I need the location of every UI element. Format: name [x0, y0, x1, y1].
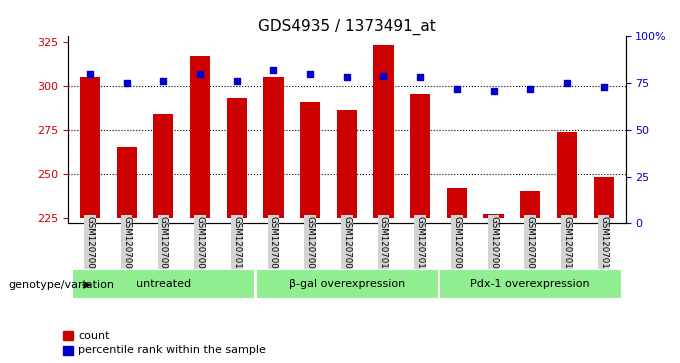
Text: GSM1207009: GSM1207009 — [196, 216, 205, 274]
Bar — [190, 56, 210, 218]
Point — [452, 86, 462, 91]
Text: GSM1207002: GSM1207002 — [452, 216, 461, 274]
Bar — [594, 178, 613, 218]
Text: GSM1207014: GSM1207014 — [599, 216, 608, 274]
Text: GSM1207008: GSM1207008 — [526, 216, 534, 274]
Point — [378, 73, 389, 78]
Text: GSM1207011: GSM1207011 — [562, 216, 571, 274]
Text: GSM1207010: GSM1207010 — [379, 216, 388, 274]
Point — [525, 86, 536, 91]
Bar — [63, 331, 73, 340]
Text: GSM1207006: GSM1207006 — [159, 216, 168, 274]
Bar — [373, 45, 394, 218]
Bar — [63, 346, 73, 355]
Point — [231, 78, 242, 84]
Text: genotype/variation: genotype/variation — [8, 280, 114, 290]
Text: GSM1207007: GSM1207007 — [342, 216, 352, 274]
Point — [121, 80, 132, 86]
Text: GSM1207004: GSM1207004 — [305, 216, 315, 274]
Bar — [337, 110, 357, 218]
Bar — [557, 131, 577, 218]
Bar — [226, 98, 247, 218]
Bar — [447, 188, 467, 218]
Point — [305, 71, 316, 77]
Bar — [72, 269, 254, 298]
Bar — [410, 94, 430, 218]
Text: Pdx-1 overexpression: Pdx-1 overexpression — [471, 278, 590, 289]
Point — [488, 87, 499, 93]
Text: percentile rank within the sample: percentile rank within the sample — [78, 345, 266, 355]
Point — [415, 74, 426, 80]
Text: GSM1207012: GSM1207012 — [233, 216, 241, 274]
Bar — [520, 192, 541, 218]
Point — [562, 80, 573, 86]
Text: untreated: untreated — [136, 278, 191, 289]
Text: GSM1207005: GSM1207005 — [489, 216, 498, 274]
Point — [158, 78, 169, 84]
Bar — [256, 269, 438, 298]
Point — [84, 71, 95, 77]
Point — [341, 74, 352, 80]
Bar — [80, 77, 100, 218]
Bar — [116, 147, 137, 218]
Point — [268, 67, 279, 73]
Title: GDS4935 / 1373491_at: GDS4935 / 1373491_at — [258, 19, 436, 35]
Text: GSM1207013: GSM1207013 — [415, 216, 425, 274]
Text: β-gal overexpression: β-gal overexpression — [289, 278, 405, 289]
Text: GSM1207000: GSM1207000 — [86, 216, 95, 274]
Point — [194, 71, 205, 77]
Text: GSM1207001: GSM1207001 — [269, 216, 278, 274]
Point — [598, 84, 609, 90]
Bar — [300, 102, 320, 218]
Text: GSM1207003: GSM1207003 — [122, 216, 131, 274]
Bar — [439, 269, 622, 298]
Bar — [153, 114, 173, 218]
Text: count: count — [78, 331, 109, 341]
Bar — [483, 215, 504, 218]
Bar — [263, 77, 284, 218]
